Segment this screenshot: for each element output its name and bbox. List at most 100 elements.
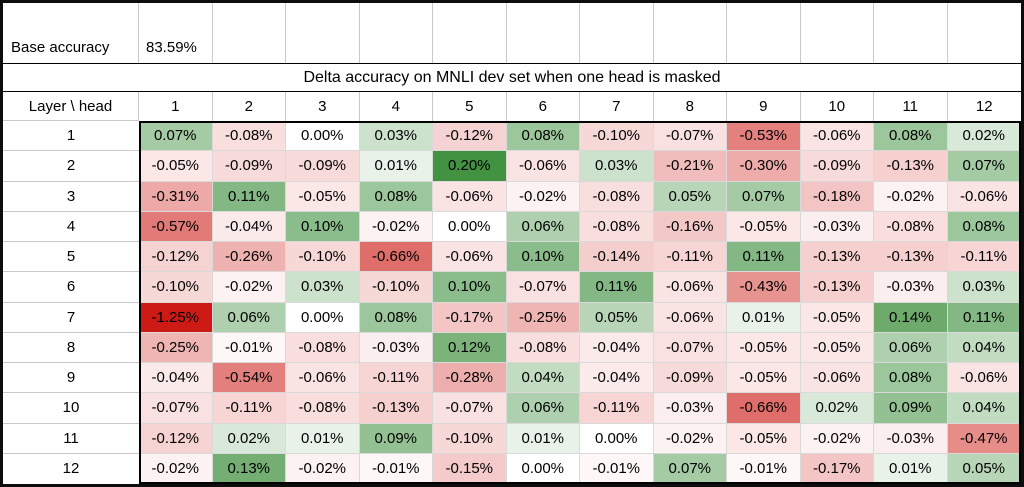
delta-cell: -0.06% bbox=[653, 272, 727, 303]
col-header: 7 bbox=[580, 92, 654, 121]
delta-cell: -0.25% bbox=[139, 332, 213, 363]
delta-cell: -0.30% bbox=[727, 151, 801, 182]
delta-cell: 0.07% bbox=[653, 453, 727, 484]
delta-cell: -0.05% bbox=[286, 181, 360, 212]
delta-cell: 0.14% bbox=[874, 302, 948, 333]
base-accuracy-row: Base accuracy 83.59% bbox=[3, 3, 1021, 63]
delta-cell: -0.04% bbox=[139, 363, 213, 394]
delta-cell: -0.10% bbox=[139, 272, 213, 303]
row-label: 11 bbox=[3, 424, 139, 454]
delta-cell: -0.54% bbox=[212, 363, 286, 394]
delta-cell: -0.11% bbox=[653, 242, 727, 273]
empty-cell bbox=[433, 3, 507, 63]
delta-cell: 0.12% bbox=[433, 332, 507, 363]
col-header: 10 bbox=[801, 92, 874, 121]
delta-cell: -0.06% bbox=[653, 302, 727, 333]
delta-cell: 0.08% bbox=[874, 121, 948, 152]
delta-cell: 0.20% bbox=[433, 151, 507, 182]
delta-cell: -0.02% bbox=[139, 453, 213, 484]
row-label: 5 bbox=[3, 242, 139, 273]
delta-cell: -0.10% bbox=[433, 423, 507, 454]
empty-cell bbox=[213, 3, 286, 63]
delta-cell: -0.21% bbox=[653, 151, 727, 182]
delta-cell: -0.28% bbox=[433, 363, 507, 394]
delta-cell: -0.66% bbox=[727, 393, 801, 424]
col-header: 5 bbox=[433, 92, 507, 121]
delta-cell: 0.06% bbox=[506, 393, 580, 424]
delta-cell: -0.17% bbox=[433, 302, 507, 333]
delta-cell: -0.05% bbox=[139, 151, 213, 182]
delta-cell: 0.10% bbox=[286, 211, 360, 242]
row-label: 12 bbox=[62, 460, 80, 478]
delta-cell: 0.03% bbox=[359, 121, 433, 152]
delta-cell: -0.01% bbox=[212, 332, 286, 363]
delta-cell: -0.09% bbox=[800, 151, 874, 182]
empty-cell bbox=[360, 3, 433, 63]
delta-cell: -1.25% bbox=[139, 302, 213, 333]
delta-cell: -0.13% bbox=[800, 272, 874, 303]
delta-cell: 0.00% bbox=[433, 211, 507, 242]
delta-cell: 0.11% bbox=[212, 181, 286, 212]
delta-cell: 0.13% bbox=[212, 453, 286, 484]
delta-cell: 0.01% bbox=[286, 423, 360, 454]
delta-cell: -0.08% bbox=[580, 181, 654, 212]
delta-cell: -0.03% bbox=[800, 211, 874, 242]
delta-cell: 0.01% bbox=[506, 423, 580, 454]
delta-cell: -0.07% bbox=[653, 332, 727, 363]
delta-cell: 0.02% bbox=[800, 393, 874, 424]
delta-cell: -0.06% bbox=[947, 181, 1021, 212]
empty-cell bbox=[654, 3, 727, 63]
row-label: 10 bbox=[3, 393, 139, 424]
col-header: 8 bbox=[654, 92, 727, 121]
empty-cell bbox=[801, 3, 874, 63]
delta-cell: 0.11% bbox=[947, 302, 1021, 333]
delta-cell: -0.01% bbox=[580, 453, 654, 484]
delta-cell: -0.14% bbox=[580, 242, 654, 273]
col-header: 11 bbox=[874, 92, 948, 121]
col-header: 12 bbox=[975, 98, 993, 115]
empty-cell bbox=[727, 3, 801, 63]
delta-cell: 0.04% bbox=[947, 393, 1021, 424]
col-header: 3 bbox=[286, 92, 360, 121]
delta-cell: -0.10% bbox=[359, 272, 433, 303]
delta-cell: -0.03% bbox=[653, 393, 727, 424]
delta-cell: -0.05% bbox=[727, 211, 801, 242]
delta-cell: 0.01% bbox=[727, 302, 801, 333]
delta-cell: 0.06% bbox=[874, 332, 948, 363]
delta-cell: -0.05% bbox=[727, 363, 801, 394]
empty-cell bbox=[580, 3, 654, 63]
delta-cell: -0.06% bbox=[506, 151, 580, 182]
delta-cell: 0.00% bbox=[580, 423, 654, 454]
delta-cell: -0.08% bbox=[874, 211, 948, 242]
delta-cell: 0.03% bbox=[286, 272, 360, 303]
col-header: 4 bbox=[360, 92, 433, 121]
delta-cell: -0.03% bbox=[874, 423, 948, 454]
row-labels-column: 1 2 3 4 5 6 7 8 9 10 11 12 bbox=[3, 121, 139, 484]
delta-cell: 0.01% bbox=[359, 151, 433, 182]
delta-cell: 0.08% bbox=[874, 363, 948, 394]
delta-cell: -0.02% bbox=[653, 423, 727, 454]
delta-cell: 0.06% bbox=[212, 302, 286, 333]
delta-cell: -0.12% bbox=[139, 423, 213, 454]
delta-cell: -0.04% bbox=[580, 363, 654, 394]
delta-cell: 0.01% bbox=[874, 453, 948, 484]
delta-cell: -0.12% bbox=[139, 242, 213, 273]
base-accuracy-value: 83.59% bbox=[139, 3, 213, 63]
base-accuracy-label: Base accuracy bbox=[3, 3, 139, 63]
delta-cell: -0.02% bbox=[800, 423, 874, 454]
delta-cell: -0.43% bbox=[727, 272, 801, 303]
delta-cell: -0.01% bbox=[727, 453, 801, 484]
delta-cell: -0.13% bbox=[359, 393, 433, 424]
delta-cell: -0.05% bbox=[800, 302, 874, 333]
heatmap-body: 1 2 3 4 5 6 7 8 9 10 11 12 0.07% -0.08% 0.00% 0.03% -0.… bbox=[3, 121, 1021, 484]
delta-cell: -0.09% bbox=[212, 151, 286, 182]
delta-cell: 0.06% bbox=[506, 211, 580, 242]
delta-cell: -0.11% bbox=[580, 393, 654, 424]
delta-cell: -0.05% bbox=[800, 332, 874, 363]
delta-cell: -0.06% bbox=[800, 363, 874, 394]
delta-cell: -0.07% bbox=[433, 393, 507, 424]
delta-cell: -0.02% bbox=[359, 211, 433, 242]
delta-cell: 0.04% bbox=[947, 332, 1021, 363]
row-label: 2 bbox=[3, 151, 139, 182]
row-label: 6 bbox=[3, 272, 139, 303]
